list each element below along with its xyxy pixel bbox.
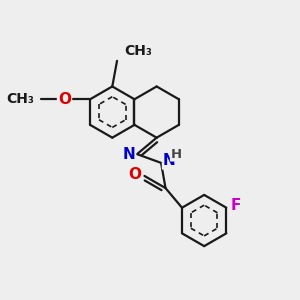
- Text: N: N: [163, 154, 176, 169]
- Text: CH₃: CH₃: [6, 92, 34, 106]
- Text: O: O: [129, 167, 142, 182]
- Text: N: N: [122, 147, 135, 162]
- Text: F: F: [231, 198, 242, 213]
- Text: O: O: [58, 92, 71, 107]
- Text: H: H: [171, 148, 182, 161]
- Text: CH₃: CH₃: [124, 44, 152, 58]
